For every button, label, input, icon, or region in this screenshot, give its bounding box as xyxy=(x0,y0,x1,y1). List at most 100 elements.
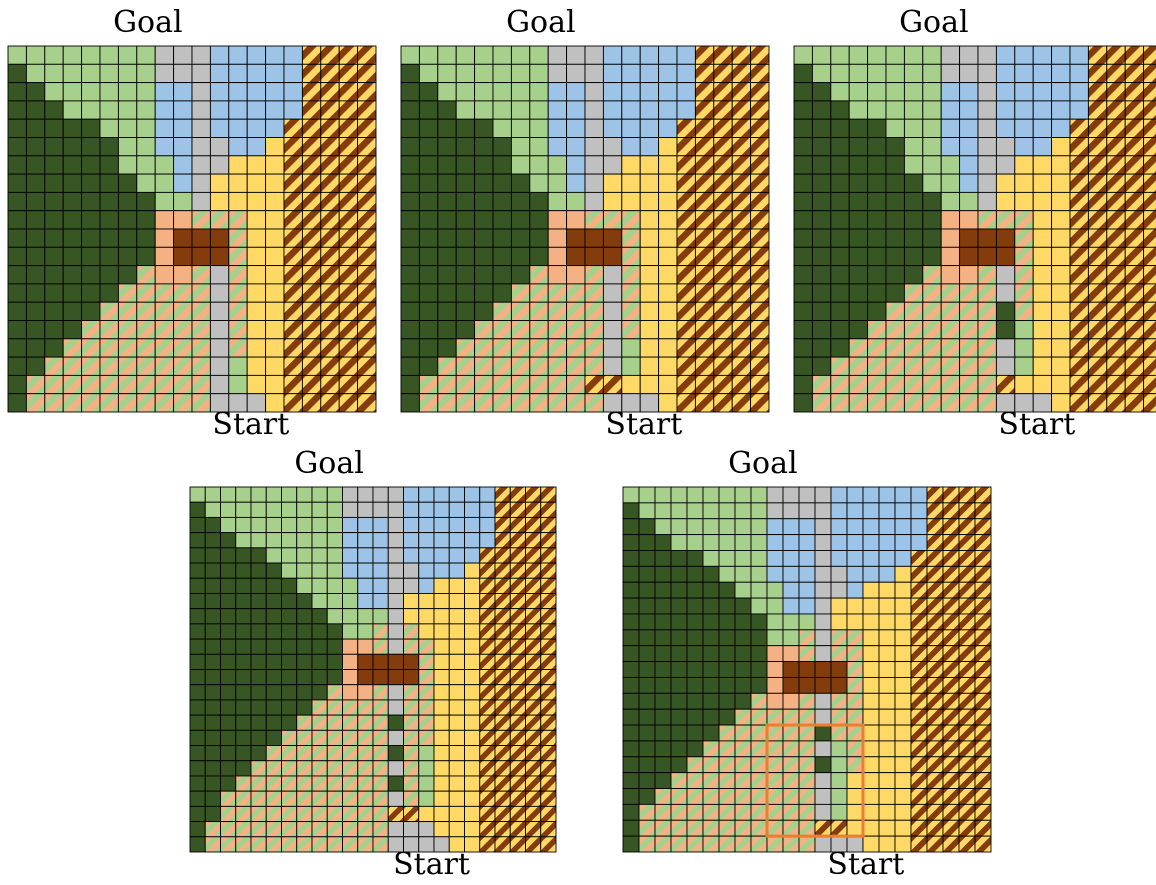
grid-cell-dark-green xyxy=(510,265,531,285)
grid-cell-dark-green xyxy=(281,714,298,731)
grid-cell-salmon-green-stripes xyxy=(173,338,193,358)
grid-cell-salmon-green-stripes xyxy=(940,356,961,376)
grid-cell-light-blue xyxy=(566,118,586,138)
grid-cell-salmon-green-stripes xyxy=(154,320,175,340)
grid-cell-salmon-green-stripes xyxy=(510,283,531,303)
grid-cell-light-green xyxy=(702,486,720,504)
grid-cell-light-green xyxy=(830,756,848,774)
grid-cell-yellow-brown-stripes xyxy=(926,661,944,678)
grid-cell-salmon-green-stripes xyxy=(922,338,942,358)
grid-cell-dark-green xyxy=(25,173,46,193)
grid-cell-yellow-brown-stripes xyxy=(301,374,322,395)
grid-cell-light-green xyxy=(492,100,512,120)
grid-cell-yellow xyxy=(464,669,481,686)
grid-cell-light-green xyxy=(492,45,512,65)
grid-cell-salmon-green-stripes xyxy=(782,724,800,742)
grid-cell-dark-green xyxy=(492,191,512,212)
grid-cell-yellow-brown-stripes xyxy=(540,745,557,762)
grid-cell-yellow xyxy=(1051,228,1071,248)
grid-cell-salmon-green-stripes xyxy=(830,356,850,376)
grid-cell-dark-green xyxy=(281,669,298,686)
grid-cell-gray xyxy=(191,45,211,65)
grid-cell-salmon-green-stripes xyxy=(372,805,389,823)
grid-cell-salmon-green-stripes xyxy=(750,692,768,710)
grid-cell-salmon-green-stripes xyxy=(492,301,512,321)
grid-cell-dark-green xyxy=(326,638,343,655)
grid-cell-yellow xyxy=(265,137,285,157)
grid-cell-salmon xyxy=(766,645,784,663)
grid-cell-yellow xyxy=(862,597,880,615)
grid-cell-yellow xyxy=(830,597,848,615)
grid-cell-salmon-green-stripes xyxy=(62,338,83,358)
grid-cell-yellow-brown-stripes xyxy=(731,155,752,175)
grid-cell-dark-green xyxy=(437,137,457,157)
grid-cell-dark-green xyxy=(848,210,869,230)
grid-cell-dark-green xyxy=(220,714,237,731)
grid-cell-yellow xyxy=(1032,228,1053,248)
grid-cell-yellow-brown-stripes xyxy=(731,63,752,84)
grid-cell-dark-green xyxy=(265,577,282,594)
grid-cell-gray xyxy=(814,629,832,647)
grid-cell-dark-green xyxy=(654,772,672,789)
grid-cell-light-green xyxy=(922,45,942,65)
grid-cell-yellow-brown-stripes xyxy=(509,760,526,777)
grid-cell-dark-green xyxy=(7,173,27,193)
grid-cell-yellow-brown-stripes xyxy=(540,714,557,731)
grid-cell-salmon-green-stripes xyxy=(547,301,568,321)
grid-cell-light-green xyxy=(281,532,298,549)
grid-cell-yellow-brown-stripes xyxy=(540,805,557,823)
grid-cell-light-blue xyxy=(658,82,678,102)
grid-cell-yellow xyxy=(1051,210,1071,230)
grid-cell-gray xyxy=(602,137,623,157)
grid-cell-yellow-brown-stripes xyxy=(283,173,303,193)
grid-cell-yellow-brown-stripes xyxy=(479,805,496,823)
grid-cell-light-blue xyxy=(283,45,303,65)
grid-cell-salmon-green-stripes xyxy=(81,356,101,376)
grid-cell-yellow xyxy=(894,676,912,694)
grid-cell-yellow-brown-stripes xyxy=(509,608,526,625)
grid-cell-dark-green xyxy=(750,676,768,694)
grid-cell-yellow-brown-stripes xyxy=(283,356,303,376)
grid-cell-salmon-green-stripes xyxy=(117,393,138,413)
grid-cell-salmon-green-stripes xyxy=(265,790,282,807)
grid-cell-dark-green xyxy=(867,191,887,212)
grid-cell-dark-green xyxy=(638,708,656,726)
grid-cell-salmon-green-stripes xyxy=(670,772,688,789)
grid-cell-dark-green xyxy=(670,676,688,694)
grid-cell-salmon-green-stripes xyxy=(766,724,784,742)
grid-cell-dark-green xyxy=(235,729,252,746)
grid-cell-salmon-green-stripes xyxy=(342,760,359,777)
grid-cell-dark-green xyxy=(622,803,640,821)
grid-cell-light-blue xyxy=(228,45,248,65)
grid-cell-light-green xyxy=(220,486,237,503)
grid-cell-yellow-brown-stripes xyxy=(694,45,715,65)
grid-cell-dark-green xyxy=(296,623,313,640)
grid-cell-yellow xyxy=(862,629,880,647)
grid-cell-dark-green xyxy=(638,534,656,551)
grid-cell-yellow-brown-stripes xyxy=(301,246,322,267)
grid-cell-yellow xyxy=(658,356,678,376)
grid-cell-dark-green xyxy=(718,708,736,726)
grid-cell-light-green xyxy=(326,562,343,579)
grid-cell-dark-green xyxy=(529,191,549,212)
grid-cell-light-blue xyxy=(602,100,623,120)
grid-cell-yellow-brown-stripes xyxy=(320,283,340,303)
grid-cell-light-blue xyxy=(798,581,816,599)
grid-cell-salmon-green-stripes xyxy=(342,790,359,807)
grid-cell-dark-green xyxy=(455,191,476,212)
grid-cell-light-green xyxy=(296,486,313,503)
grid-cell-yellow xyxy=(639,301,660,321)
grid-cell-yellow xyxy=(878,819,896,837)
grid-cell-yellow-brown-stripes xyxy=(338,100,359,120)
grid-cell-light-green xyxy=(702,502,720,520)
grid-cell-yellow-brown-stripes xyxy=(750,173,770,193)
grid-cell-light-blue xyxy=(418,516,435,534)
grid-cell-salmon-green-stripes xyxy=(686,756,704,774)
grid-cell-brown xyxy=(977,246,997,267)
grid-cell-yellow xyxy=(464,790,481,807)
grid-cell-salmon-green-stripes xyxy=(235,821,252,838)
grid-cell-yellow xyxy=(878,581,896,599)
grid-cell-light-blue xyxy=(1014,82,1034,102)
grid-cell-yellow-brown-stripes xyxy=(357,82,377,102)
grid-cell-yellow-brown-stripes xyxy=(1069,301,1089,321)
